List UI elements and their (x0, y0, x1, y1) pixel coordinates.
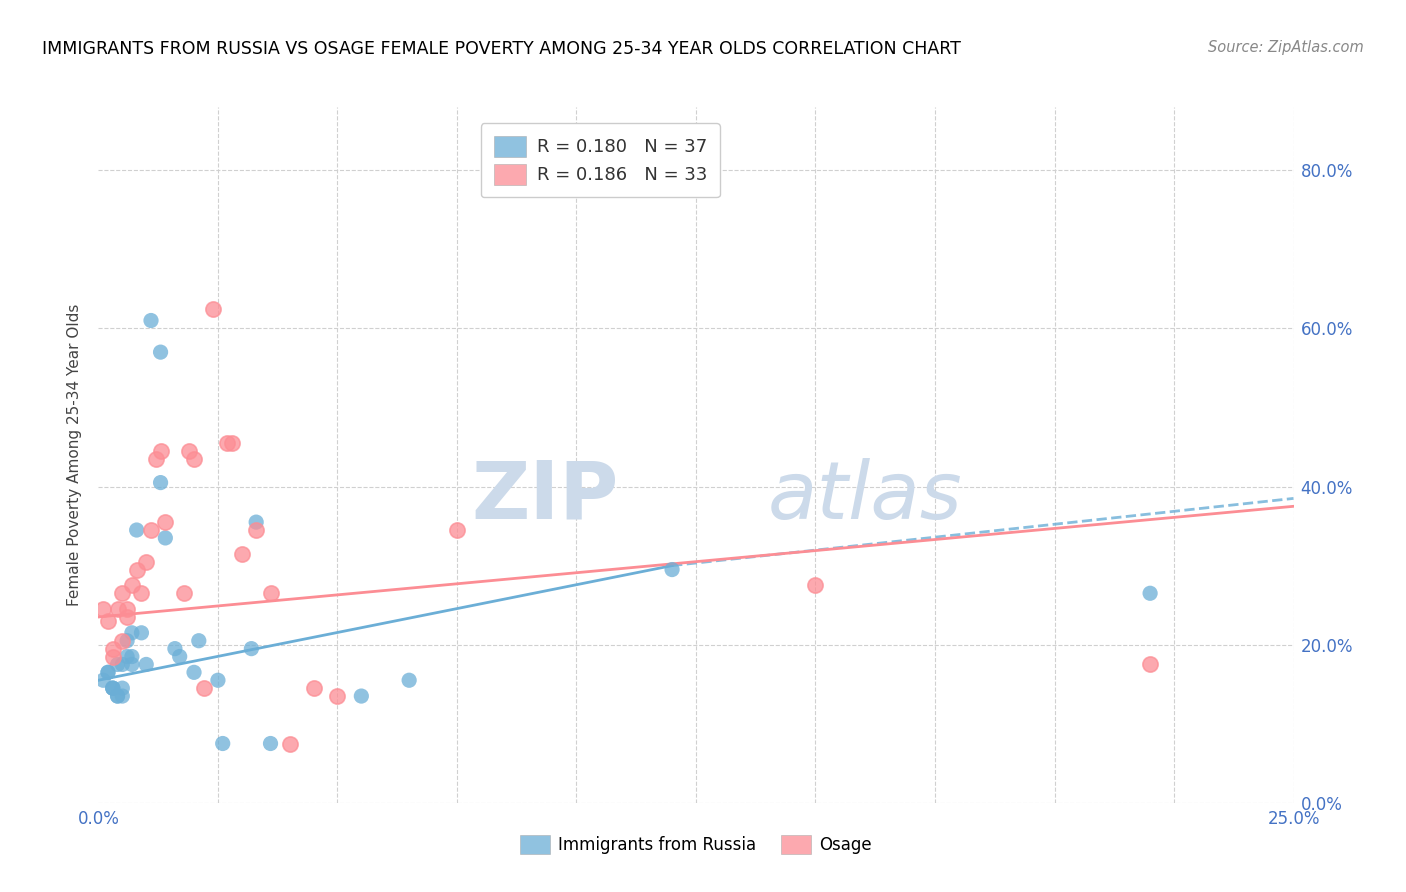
Point (101, 681, 124, 695)
Point (326, 689, 349, 703)
Point (139, 523, 162, 537)
Point (115, 602, 138, 616)
Point (193, 681, 215, 695)
Point (245, 515, 267, 529)
Point (135, 657, 157, 672)
Point (115, 649, 138, 664)
Point (107, 657, 129, 672)
Point (221, 436, 243, 450)
Point (121, 657, 143, 672)
Point (111, 689, 134, 703)
Point (187, 633, 209, 648)
Point (231, 547, 253, 561)
Point (202, 301, 225, 316)
Point (111, 586, 134, 600)
Point (145, 451, 167, 466)
Point (121, 625, 143, 640)
Point (259, 586, 281, 600)
Point (101, 681, 124, 695)
Point (350, 689, 373, 703)
Point (804, 578, 827, 592)
Point (91, 673, 114, 688)
Point (121, 649, 143, 664)
Text: atlas: atlas (768, 458, 963, 536)
Point (163, 641, 186, 656)
Point (446, 523, 468, 537)
Point (183, 451, 205, 466)
Point (97, 614, 120, 628)
Text: IMMIGRANTS FROM RUSSIA VS OSAGE FEMALE POVERTY AMONG 25-34 YEAR OLDS CORRELATION: IMMIGRANTS FROM RUSSIA VS OSAGE FEMALE P… (42, 40, 962, 58)
Point (125, 563, 148, 577)
Point (131, 586, 153, 600)
Point (121, 578, 143, 592)
Point (179, 444, 201, 458)
Point (135, 555, 157, 569)
Point (1139, 657, 1161, 672)
Point (245, 523, 267, 537)
Point (111, 633, 134, 648)
Point (207, 673, 229, 688)
Point (173, 586, 195, 600)
Point (259, 737, 281, 751)
Point (149, 444, 172, 458)
Point (107, 689, 129, 703)
Point (131, 625, 153, 640)
Point (211, 737, 233, 751)
Point (97, 665, 120, 680)
Point (125, 523, 148, 537)
Point (101, 681, 124, 695)
Point (115, 633, 138, 648)
Point (302, 681, 325, 695)
Point (1139, 586, 1161, 600)
Point (101, 649, 124, 664)
Point (217, 436, 239, 450)
Point (240, 641, 263, 656)
Point (155, 515, 177, 529)
Text: ZIP: ZIP (471, 458, 619, 536)
Point (91, 602, 114, 616)
Point (107, 689, 129, 703)
Point (169, 649, 191, 664)
Point (107, 602, 129, 616)
Point (115, 610, 138, 624)
Y-axis label: Female Poverty Among 25-34 Year Olds: Female Poverty Among 25-34 Year Olds (67, 304, 83, 606)
Point (111, 681, 134, 695)
Point (155, 531, 177, 545)
Point (139, 313, 162, 327)
Point (111, 657, 134, 672)
Point (183, 665, 205, 680)
Point (398, 673, 420, 688)
Point (101, 641, 124, 656)
Legend: Immigrants from Russia, Osage: Immigrants from Russia, Osage (513, 828, 879, 861)
Point (278, 737, 301, 751)
Point (661, 563, 683, 577)
Point (149, 475, 172, 490)
Point (149, 345, 172, 359)
Point (97, 665, 120, 680)
Text: Source: ZipAtlas.com: Source: ZipAtlas.com (1208, 40, 1364, 55)
